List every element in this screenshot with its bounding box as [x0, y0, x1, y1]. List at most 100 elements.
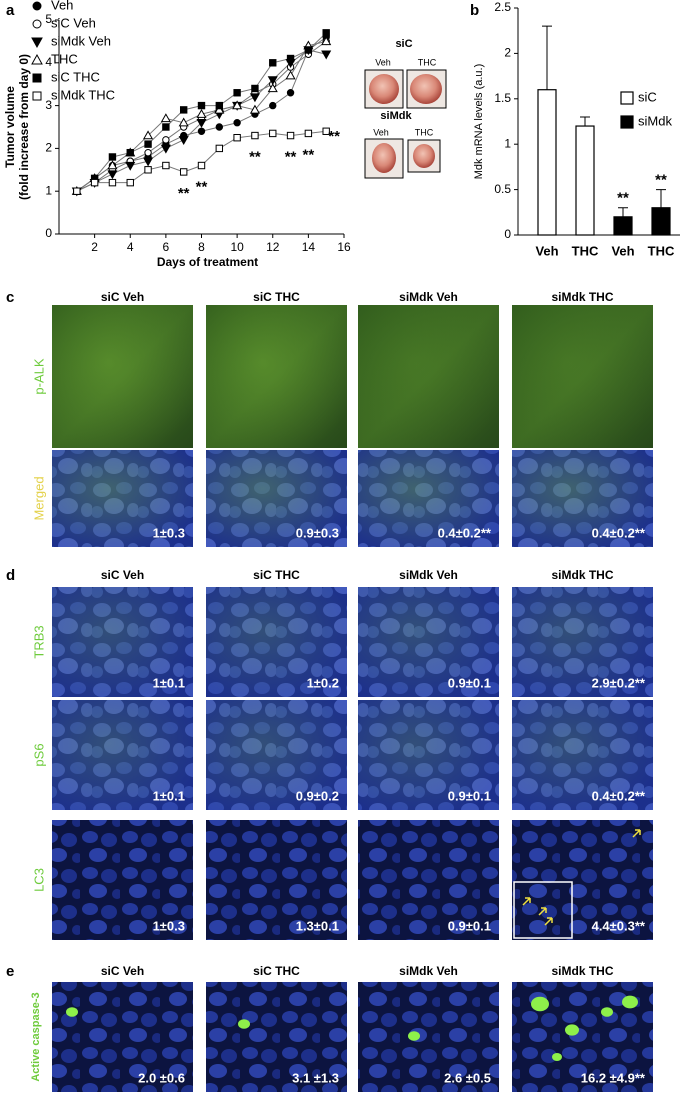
stain — [622, 995, 638, 1009]
marker — [233, 89, 241, 97]
tumor — [372, 143, 396, 173]
micrograph: 2.9±0.2** — [512, 587, 653, 697]
marker — [251, 84, 259, 93]
tumor — [413, 144, 435, 168]
panel-letter: c — [6, 289, 14, 306]
image-bg — [358, 820, 499, 940]
marker — [267, 76, 278, 86]
panel-letter: d — [6, 567, 15, 584]
quantification: 0.9±0.3 — [296, 525, 339, 540]
marker — [214, 104, 225, 114]
y-tick-label: 2.5 — [494, 0, 511, 14]
image-bg — [358, 982, 499, 1092]
image-haze — [52, 305, 193, 448]
image-haze — [358, 305, 499, 448]
legend-label: siMdk THC — [51, 87, 115, 102]
marker — [304, 129, 313, 138]
quantification: 3.1 ±1.3 — [292, 1070, 339, 1085]
legend-label: siC — [638, 89, 657, 104]
photo-group-label: siMdk — [380, 110, 412, 122]
column-header: siC THC — [253, 964, 300, 978]
micrograph: 1±0.1 — [52, 587, 193, 697]
panel-letter: b — [470, 2, 479, 19]
legend-marker — [32, 19, 42, 29]
photo-label: THC — [418, 57, 437, 67]
marker — [179, 106, 188, 114]
micrograph: 0.9±0.1 — [358, 820, 499, 940]
x-tick-label: Veh — [535, 243, 558, 258]
quantification: 0.4±0.2** — [438, 525, 492, 540]
tumor-photos: siC Veh THC siMdk Veh THC — [364, 38, 447, 179]
x-tick-label: 8 — [198, 240, 205, 254]
legend-label: THC — [51, 51, 78, 66]
stain — [66, 1007, 78, 1017]
image-bg — [206, 820, 347, 940]
column-header: siC THC — [253, 568, 300, 582]
annotation: ** — [196, 178, 208, 195]
image-haze — [512, 700, 653, 810]
marker — [144, 140, 152, 148]
error-bar — [542, 25, 552, 90]
image-haze — [512, 587, 653, 697]
annotation: ** — [655, 172, 667, 189]
row-label: LC3 — [31, 868, 46, 892]
image-bg — [512, 820, 653, 940]
y-tick-label: 1 — [504, 136, 511, 150]
marker — [233, 119, 241, 127]
legend-marker — [32, 1, 42, 11]
error-bar — [656, 189, 666, 208]
marker — [321, 50, 332, 60]
x-axis-label: Days of treatment — [157, 255, 258, 269]
micrograph — [206, 305, 347, 448]
inset-frame — [513, 881, 573, 939]
x-tick-label: THC — [648, 243, 675, 258]
image-bg — [206, 982, 347, 1092]
arrow — [632, 829, 641, 838]
x-tick-label: Veh — [611, 243, 634, 258]
marker — [233, 134, 241, 142]
image-haze — [206, 700, 347, 810]
quantification: 0.9±0.2 — [296, 788, 339, 803]
image-haze — [512, 305, 653, 448]
marker — [286, 54, 295, 63]
marker — [251, 131, 259, 140]
marker — [126, 148, 134, 157]
column-header: siMdk THC — [551, 964, 613, 978]
marker — [162, 123, 170, 131]
annotation: ** — [303, 146, 315, 163]
annotation: ** — [285, 149, 297, 166]
y-axis-label: (fold increase from day 0) — [17, 54, 31, 200]
marker — [108, 153, 117, 161]
legend-marker — [32, 73, 42, 83]
tumor — [369, 74, 399, 104]
marker — [162, 161, 170, 170]
x-tick-label: 4 — [127, 240, 134, 254]
marker — [197, 127, 206, 135]
quantification: 0.9±0.1 — [448, 918, 491, 933]
quantification: 0.4±0.2** — [592, 788, 646, 803]
stain — [552, 1053, 562, 1061]
x-tick-label: 2 — [91, 240, 98, 254]
y-tick-label: 0 — [45, 226, 52, 240]
y-tick-label: 3 — [45, 98, 52, 112]
marker — [160, 144, 171, 154]
image-bg — [52, 820, 193, 940]
marker — [178, 136, 189, 146]
arrow — [538, 907, 547, 916]
marker — [285, 70, 296, 80]
marker — [286, 89, 295, 97]
marker — [322, 29, 330, 37]
image-haze — [358, 450, 499, 547]
image-haze — [206, 450, 347, 547]
error-bar — [618, 207, 628, 217]
marker — [286, 131, 295, 140]
row-label: p-ALK — [31, 358, 46, 394]
panel-letter: a — [6, 2, 15, 19]
quantification: 0.4±0.2** — [592, 525, 646, 540]
y-tick-label: 0 — [504, 227, 511, 241]
x-tick-label: 10 — [230, 240, 244, 254]
marker — [304, 46, 313, 54]
marker — [215, 101, 224, 110]
marker — [179, 168, 188, 176]
x-tick-label: THC — [572, 243, 599, 258]
